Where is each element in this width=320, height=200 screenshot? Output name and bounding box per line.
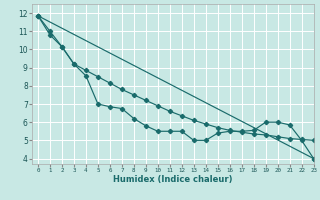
X-axis label: Humidex (Indice chaleur): Humidex (Indice chaleur) <box>113 175 233 184</box>
